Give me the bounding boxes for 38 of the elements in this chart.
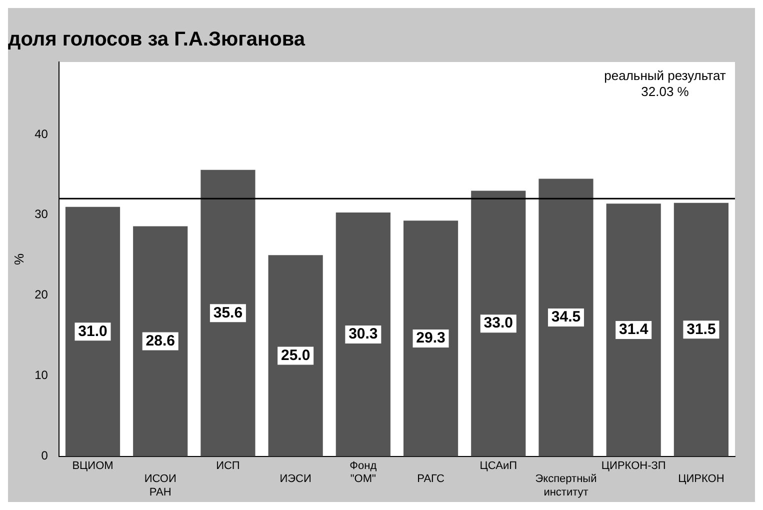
x-tick-label: РАГС xyxy=(417,473,444,486)
bar xyxy=(403,220,458,456)
x-tick-label: ЦСАиП xyxy=(480,460,518,472)
data-label: 29.3 xyxy=(416,330,446,347)
bar xyxy=(538,178,594,456)
data-label: 35.6 xyxy=(213,304,243,322)
y-tick-label: 40 xyxy=(34,126,48,141)
x-tick-label: ЦИРКОН xyxy=(678,473,724,486)
chart-title: доля голосов за Г.А.Зюганова xyxy=(8,28,306,51)
x-tick-label: ИЭСИ xyxy=(280,473,312,486)
x-tick-label: Экспертный институт xyxy=(535,473,597,498)
ref-line-label: реальный результат 32.03 % xyxy=(604,68,726,99)
data-label: 28.6 xyxy=(146,332,175,350)
bar xyxy=(606,204,661,456)
bar xyxy=(336,212,390,456)
x-tick-label: ЦИРКОН-ЗП xyxy=(601,460,666,472)
x-tick-label: ИСП xyxy=(216,460,240,472)
data-label: 31.5 xyxy=(686,320,716,338)
bar xyxy=(674,202,728,456)
bar xyxy=(268,255,323,456)
y-axis-title: % xyxy=(11,252,26,265)
bar xyxy=(65,206,120,456)
data-label: 31.0 xyxy=(78,322,108,340)
data-label: 34.5 xyxy=(551,308,581,326)
data-label: 33.0 xyxy=(484,314,513,332)
x-tick-label: ИСОИ РАН xyxy=(144,473,176,498)
bar xyxy=(471,190,526,456)
data-label: 30.3 xyxy=(348,326,378,343)
data-label: 31.4 xyxy=(618,321,649,338)
y-tick-label: 10 xyxy=(34,368,48,382)
y-tick-label: 30 xyxy=(34,207,48,222)
bar xyxy=(200,170,256,456)
bar xyxy=(133,226,188,456)
y-tick-label: 0 xyxy=(41,448,48,463)
data-label: 25.0 xyxy=(280,346,310,364)
x-tick-label: Фонд "ОМ" xyxy=(350,460,378,486)
y-tick-label: 20 xyxy=(34,288,48,302)
x-tick-label: ВЦИОМ xyxy=(72,460,114,472)
